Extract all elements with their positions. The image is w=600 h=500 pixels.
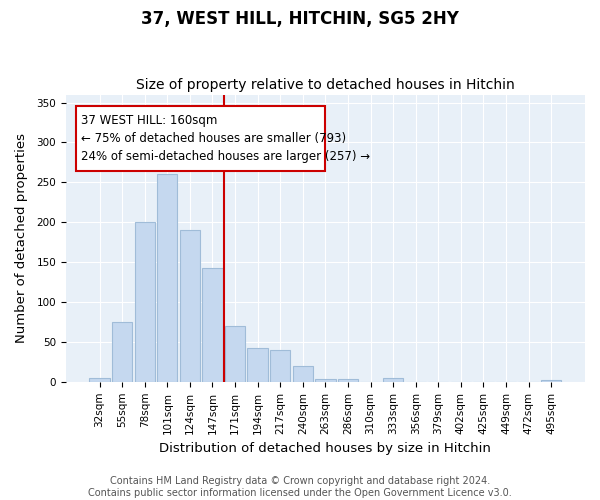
Bar	[157, 174, 178, 382]
Bar	[180, 230, 200, 382]
X-axis label: Distribution of detached houses by size in Hitchin: Distribution of detached houses by size …	[160, 442, 491, 455]
Text: 37 WEST HILL: 160sqm
← 75% of detached houses are smaller (793)
24% of semi-deta: 37 WEST HILL: 160sqm ← 75% of detached h…	[82, 114, 371, 163]
Bar	[315, 378, 335, 382]
FancyBboxPatch shape	[76, 106, 325, 170]
Y-axis label: Number of detached properties: Number of detached properties	[15, 133, 28, 343]
Bar	[202, 268, 223, 382]
Bar	[112, 322, 133, 382]
Bar	[247, 348, 268, 382]
Bar	[541, 380, 562, 382]
Text: 37, WEST HILL, HITCHIN, SG5 2HY: 37, WEST HILL, HITCHIN, SG5 2HY	[141, 10, 459, 28]
Bar	[270, 350, 290, 382]
Bar	[338, 378, 358, 382]
Bar	[89, 378, 110, 382]
Title: Size of property relative to detached houses in Hitchin: Size of property relative to detached ho…	[136, 78, 515, 92]
Bar	[383, 378, 403, 382]
Bar	[134, 222, 155, 382]
Bar	[293, 366, 313, 382]
Text: Contains HM Land Registry data © Crown copyright and database right 2024.
Contai: Contains HM Land Registry data © Crown c…	[88, 476, 512, 498]
Bar	[225, 326, 245, 382]
